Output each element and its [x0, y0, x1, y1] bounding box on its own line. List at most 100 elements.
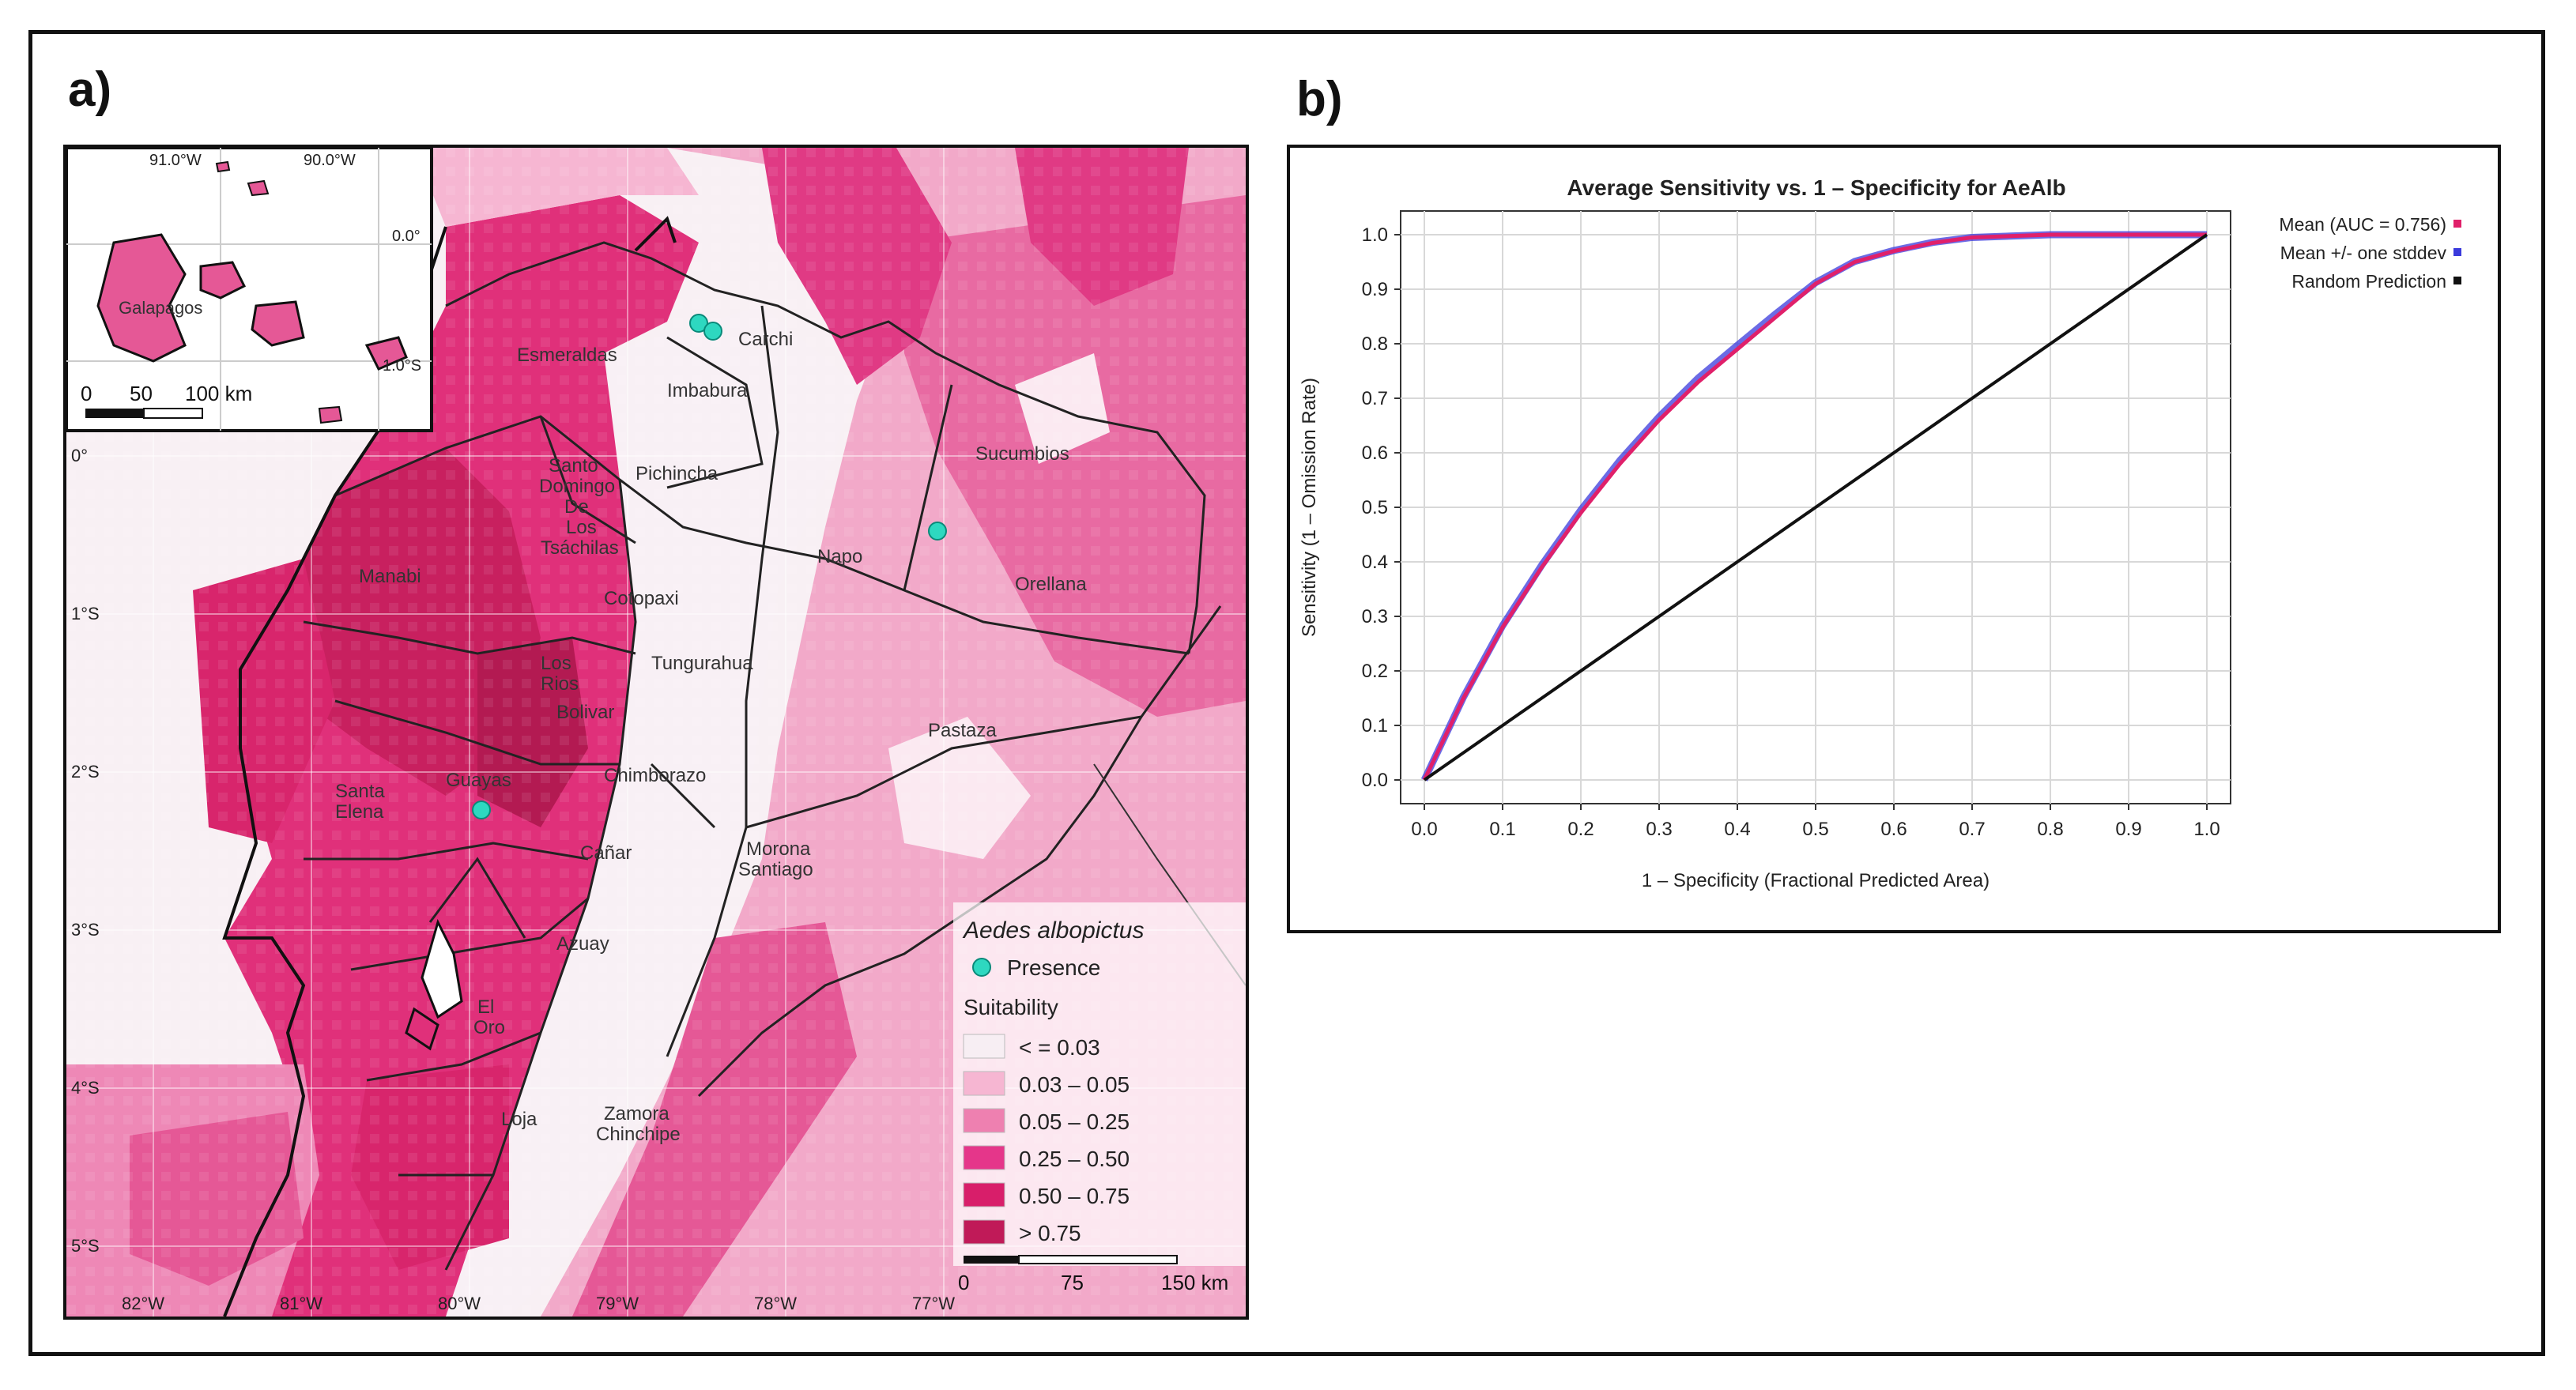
x-tick-label: 0.9 [2115, 819, 2141, 840]
legend-class-label: 0.50 – 0.75 [1019, 1184, 1130, 1208]
coastline [222, 226, 447, 1317]
legend-class-label: 0.25 – 0.50 [1019, 1147, 1130, 1171]
province-label: Elena [335, 801, 384, 823]
province-label: De [564, 496, 589, 518]
inset-scale-bar-light [143, 408, 203, 419]
suitability-map: Esmeraldas Carchi Imbabura Sucumbios Pic… [63, 145, 1249, 1320]
scale-label: 150 km [1161, 1271, 1228, 1294]
province-label: Rios [541, 673, 579, 695]
province-label: Tungurahua [651, 653, 753, 674]
province-label: Imbabura [667, 380, 748, 401]
province-label: Los [541, 653, 571, 674]
legend-swatch [963, 1034, 1005, 1059]
x-tick-label: 1.0 [2193, 819, 2220, 840]
presence-point [472, 800, 491, 819]
province-label: Santiago [738, 859, 813, 880]
x-tick-label: 0.8 [2037, 819, 2063, 840]
province-label: Domingo [539, 476, 615, 497]
province-label: Orellana [1015, 574, 1087, 595]
presence-points [472, 314, 947, 819]
inset-lat-label: 1.0°S [383, 357, 421, 375]
province-label: Sucumbios [975, 443, 1069, 465]
lat-label: 1°S [71, 604, 100, 623]
presence-point [689, 314, 708, 333]
x-axis-label: 1 – Specificity (Fractional Predicted Ar… [1642, 870, 1990, 891]
legend-species: Aedes albopictus [962, 917, 1145, 944]
x-tick-label: 0.5 [1802, 819, 1828, 840]
grid [1401, 211, 2231, 804]
galapagos-inset: 91.0°W 90.0°W 0.0° 1.0°S Galapagos 0 50 … [66, 148, 433, 432]
series [1420, 231, 2208, 782]
scale-bar-light [1018, 1255, 1178, 1264]
inset-scale-label: 100 km [185, 382, 252, 405]
legend-swatch [963, 1182, 1005, 1207]
province-label: Cañar [580, 842, 632, 864]
legend-marker [2453, 277, 2461, 284]
y-tick-label: 0.6 [1362, 443, 1388, 464]
x-tick-label: 0.1 [1489, 819, 1515, 840]
chart-legend: Mean (AUC = 0.756) Mean +/- one stddev Ran… [2279, 214, 2461, 292]
lon-label: 78°W [754, 1294, 797, 1313]
roc-chart: Average Sensitivity vs. 1 – Specificity … [1287, 145, 2501, 933]
san-cristobal-island [364, 336, 408, 371]
roc-svg: Average Sensitivity vs. 1 – Specificity … [1299, 175, 2461, 891]
legend-presence-label: Presence [1007, 955, 1100, 980]
pinta-island [215, 160, 231, 173]
x-tick-label: 0.0 [1411, 819, 1437, 840]
scale-bar-dark [964, 1256, 1019, 1264]
province-label: Pichincha [636, 463, 718, 484]
presence-point [703, 322, 722, 341]
lat-label: 5°S [71, 1236, 100, 1256]
province-label: Azuay [556, 933, 609, 955]
y-axis-label: Sensitivity (1 – Omission Rate) [1299, 378, 1320, 637]
x-tick-label: 0.6 [1880, 819, 1907, 840]
province-label: Morona [746, 838, 811, 860]
y-tick-label: 1.0 [1362, 224, 1388, 246]
inset-scale-bar-dark [85, 409, 144, 418]
lon-label: 80°W [438, 1294, 481, 1313]
province-label: Carchi [738, 329, 793, 350]
province-label: Chimborazo [604, 765, 706, 786]
legend-swatch [963, 1108, 1005, 1133]
lat-label: 4°S [71, 1078, 100, 1098]
lat-label: 0° [71, 446, 88, 465]
scale-label: 0 [958, 1271, 969, 1294]
y-tick-label: 0.5 [1362, 497, 1388, 518]
legend-class-label: 0.05 – 0.25 [1019, 1109, 1130, 1134]
coast-north [634, 216, 677, 252]
legend-suitability-title: Suitability [964, 995, 1058, 1019]
panel-label-b: b) [1296, 72, 1343, 126]
map-svg: Esmeraldas Carchi Imbabura Sucumbios Pic… [66, 148, 1246, 1317]
legend-swatch [963, 1071, 1005, 1096]
province-boundaries [303, 241, 1222, 1271]
province-label: Santa [335, 781, 385, 802]
x-tick-label: 0.2 [1567, 819, 1593, 840]
x-tick-label: 0.3 [1646, 819, 1672, 840]
puna-island [405, 1007, 439, 1051]
legend-swatch [963, 1145, 1005, 1170]
province-label: Los [566, 517, 597, 538]
y-tick-label: 0.4 [1362, 552, 1388, 573]
floreana-island [318, 405, 343, 424]
guayas-estuary [421, 918, 463, 1019]
legend-entry: Random Prediction [2291, 271, 2446, 292]
lon-label: 82°W [122, 1294, 164, 1313]
chart-title: Average Sensitivity vs. 1 – Specificity … [1567, 175, 2065, 200]
isabela-island [96, 233, 187, 363]
inset-scale-label: 0 [81, 382, 92, 405]
lat-label: 2°S [71, 762, 100, 782]
genovesa-island [247, 179, 270, 197]
lon-label: 77°W [912, 1294, 955, 1313]
province-label: Chinchipe [596, 1124, 681, 1145]
lon-label: 79°W [596, 1294, 639, 1313]
legend-marker [2453, 248, 2461, 256]
figure-frame [28, 30, 2545, 1356]
lat-label: 3°S [71, 920, 100, 940]
map-legend: Aedes albopictus Presence Suitability < … [953, 902, 1246, 1294]
x-tick-label: 0.7 [1959, 819, 1985, 840]
province-label: Pastaza [928, 720, 997, 741]
legend-class-label: > 0.75 [1019, 1221, 1081, 1245]
series-line [1423, 233, 2208, 782]
inset-lon-label: 91.0°W [149, 152, 202, 169]
scale-label: 75 [1061, 1271, 1084, 1294]
